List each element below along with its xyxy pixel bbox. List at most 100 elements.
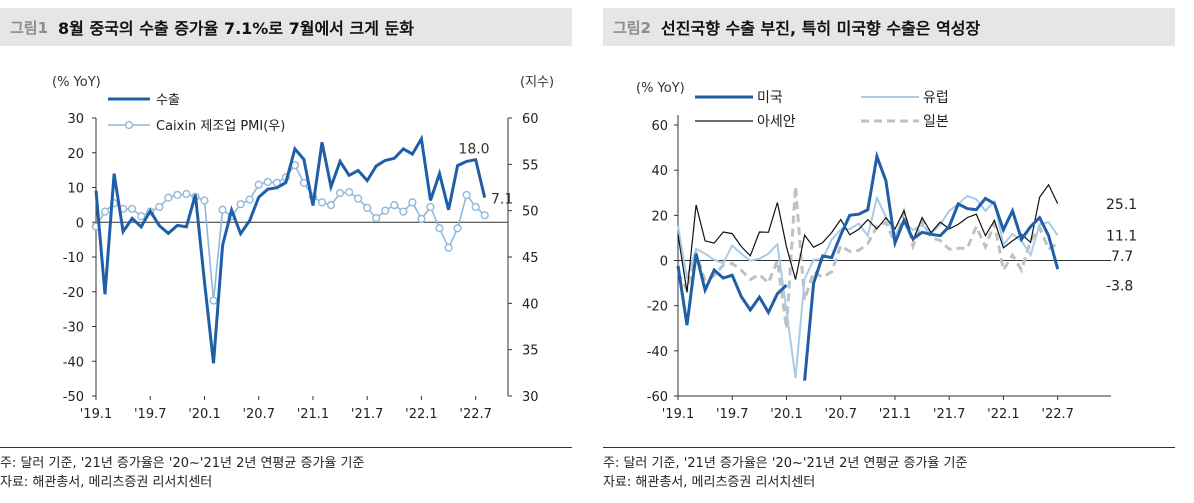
pmi-point (128, 204, 137, 213)
annotation-us-neg-3-8: -3.8 (1106, 278, 1133, 294)
x-tick-label: '21.1 (879, 407, 912, 422)
pmi-point (137, 212, 146, 221)
x-tick-label: '22.7 (1041, 407, 1074, 422)
eu-series-line (677, 194, 1059, 379)
y-axis-label: (% YoY) (636, 81, 685, 96)
pmi-point (200, 196, 209, 205)
y-tick-label: -20 (63, 286, 84, 301)
pmi-point (471, 202, 480, 212)
pmi-point (236, 200, 245, 209)
annotation-18: 18.0 (458, 142, 489, 158)
y-axis-label: (% YoY) (52, 75, 101, 90)
y-tick-label: 20 (651, 209, 668, 224)
figure-1-title: 8월 중국의 수출 증가율 7.1%로 7월에서 크게 둔화 (58, 19, 414, 38)
pmi-point (209, 296, 218, 305)
us-series-line (676, 150, 1060, 381)
x-tick-label: '19.7 (716, 407, 749, 422)
x-tick-label: '21.7 (933, 407, 966, 422)
x-tick-label: '21.7 (351, 407, 384, 422)
y-tick-label: 0 (660, 255, 668, 270)
y-tick-label: 60 (651, 119, 668, 134)
pmi-point (408, 198, 417, 207)
export-pmi-chart: (% YoY) (지수) 30 20 10 0 -10 -20 -30 -40 -50 60 55 50 4… (52, 75, 554, 422)
pmi-point (372, 213, 381, 223)
y2-tick-label: 45 (522, 251, 539, 266)
y-tick-label: -50 (63, 390, 84, 405)
y-tick-label: -40 (647, 345, 668, 360)
legend-japan-label: 일본 (923, 114, 949, 130)
x-tick-label: '22.1 (987, 407, 1020, 422)
y2-tick-label: 60 (522, 112, 539, 127)
figure-1-footer: 주: 달러 기준, '21년 증가율은 '20~'21년 2년 연평균 증가율 … (0, 447, 572, 492)
y-tick-label: 20 (67, 147, 84, 162)
x-tick-label: '20.7 (824, 407, 857, 422)
x-tick-label: '19.1 (662, 407, 695, 422)
pmi-point (453, 224, 462, 233)
figure-2-title-bar: 그림2 선진국향 수출 부진, 특히 미국향 수출은 역성장 (603, 8, 1175, 46)
x-tick-label: '22.1 (405, 407, 438, 422)
pmi-point (317, 198, 327, 207)
y-tick-label: -10 (63, 251, 84, 266)
legend-asean-label: 아세안 (757, 114, 796, 130)
x-tick-label: '19.1 (80, 407, 113, 422)
y-tick-label: 10 (67, 182, 84, 197)
pmi-point (345, 188, 354, 197)
x-tick-label: '22.7 (459, 407, 492, 422)
pmi-point (100, 207, 110, 216)
pmi-point (254, 180, 263, 189)
y2-tick-label: 35 (522, 344, 539, 359)
pmi-point (399, 207, 408, 216)
annotation-us-25-1: 25.1 (1106, 197, 1137, 213)
pmi-point (173, 190, 182, 200)
japan-series-line (676, 186, 1059, 329)
y2-axis-label: (지수) (520, 75, 554, 90)
annotation-eu-11-1: 11.1 (1106, 228, 1137, 244)
y2-tick-label: 55 (522, 158, 539, 173)
annotation-japan-7-7: 7.7 (1111, 249, 1133, 265)
legend-eu-label: 유럽 (923, 90, 949, 106)
y-tick-label: -20 (647, 300, 668, 315)
export-series-line (94, 134, 487, 364)
pmi-point (417, 214, 426, 224)
y2-tick-label: 30 (522, 390, 539, 405)
pmi-point (182, 189, 191, 199)
pmi-point (299, 178, 309, 187)
figure-2-footer: 주: 달러 기준, '21년 증가율은 '20~'21년 2년 연평균 증가율 … (603, 447, 1175, 492)
figure-1-panel: 그림1 8월 중국의 수출 증가율 7.1%로 7월에서 크게 둔화 (% Yo… (0, 0, 582, 503)
pmi-point (381, 206, 390, 215)
x-tick-label: '20.1 (188, 407, 221, 422)
pmi-point (245, 195, 254, 204)
pmi-series-line (95, 163, 486, 301)
pmi-point (480, 211, 489, 220)
x-tick-label: '21.1 (297, 407, 330, 422)
legend-pmi-marker (124, 120, 134, 130)
pmi-point (218, 205, 227, 214)
pmi-point (164, 193, 173, 202)
figure-1-note: 주: 달러 기준, '21년 증가율은 '20~'21년 2년 연평균 증가율 … (0, 456, 365, 471)
pmi-point (363, 203, 372, 212)
asean-series-line (677, 183, 1059, 293)
figure-1-title-bar: 그림1 8월 중국의 수출 증가율 7.1%로 7월에서 크게 둔화 (0, 8, 572, 46)
figure-1-label: 그림1 (10, 18, 49, 37)
pmi-point (155, 202, 164, 212)
y-tick-label: 30 (67, 112, 84, 127)
x-tick-label: '20.7 (242, 407, 275, 422)
figure-1-source: 자료: 해관총서, 메리츠증권 리서치센터 (0, 475, 213, 490)
y2-tick-label: 40 (522, 297, 539, 312)
pmi-point (390, 201, 399, 210)
figure-2-panel: 그림2 선진국향 수출 부진, 특히 미국향 수출은 역성장 (% YoY) 60… (603, 0, 1194, 503)
pmi-point (263, 177, 272, 187)
annotation-7-1: 7.1 (491, 192, 513, 208)
figure-2-note: 주: 달러 기준, '21년 증가율은 '20~'21년 2년 연평균 증가율 … (603, 456, 968, 471)
figure-2-source: 자료: 해관총서, 메리츠증권 리서치센터 (603, 475, 816, 490)
pmi-point (354, 194, 363, 203)
legend-pmi-label: Caixin 제조업 PMI(우) (156, 119, 285, 134)
y-tick-label: 40 (651, 164, 668, 179)
y-tick-label: -30 (63, 321, 84, 336)
pmi-point (444, 243, 453, 252)
figure-2-label: 그림2 (613, 18, 652, 37)
y2-tick-label: 50 (522, 205, 539, 220)
pmi-point (462, 190, 471, 200)
pmi-point (426, 202, 435, 212)
pmi-point (335, 188, 345, 198)
